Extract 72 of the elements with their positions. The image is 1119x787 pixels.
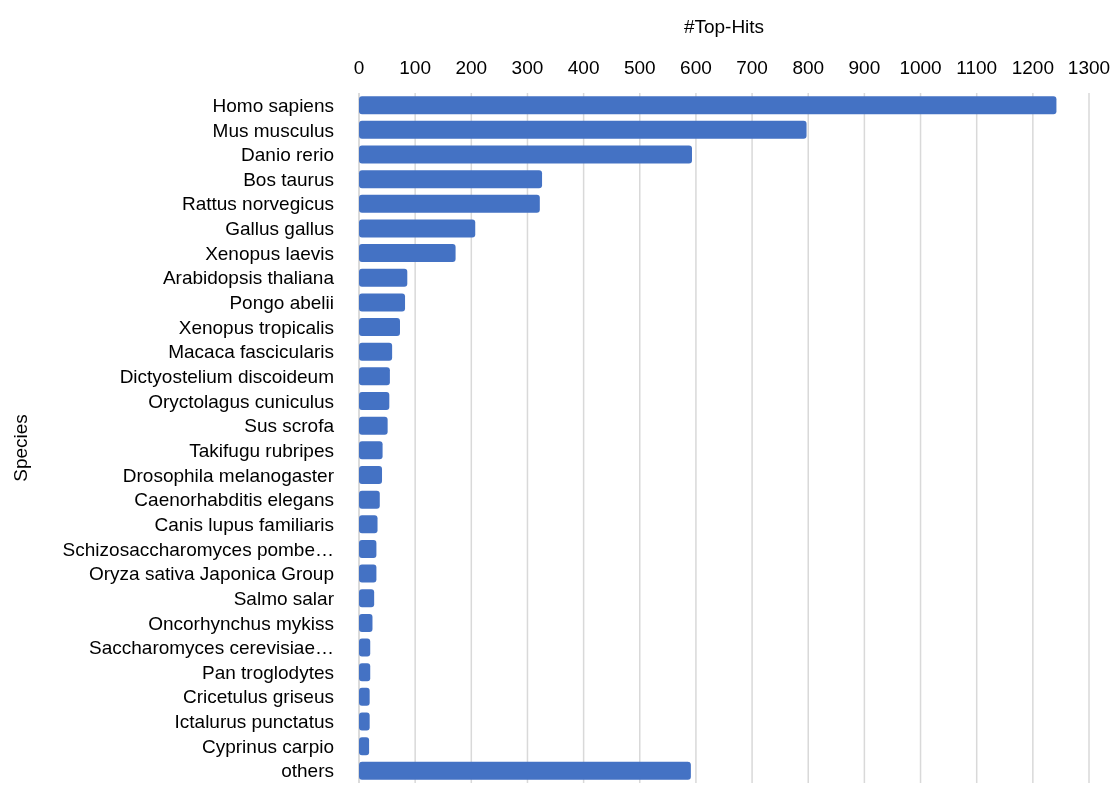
bar — [359, 416, 388, 435]
x-tick-label: 1100 — [956, 57, 998, 78]
bar — [359, 219, 476, 238]
x-tick-label: 1200 — [1011, 57, 1054, 78]
y-tick-label: Xenopus laevis — [205, 242, 334, 264]
y-tick-label: Salmo salar — [233, 587, 335, 609]
y-tick-label: Drosophila melanogaster — [122, 464, 335, 486]
y-tick-label: Caenorhabditis elegans — [134, 489, 334, 511]
x-tick-label: 0 — [353, 57, 365, 78]
bar — [359, 737, 370, 756]
bar — [359, 145, 692, 164]
x-tick-label: 200 — [455, 57, 488, 78]
x-tick-label: 800 — [792, 57, 825, 78]
y-tick-label: Cyprinus carpio — [202, 735, 334, 757]
x-tick-label: 500 — [623, 57, 656, 78]
y-tick-label: Schizosaccharomyces pombe… — [62, 538, 334, 560]
y-tick-label: Bos taurus — [243, 168, 334, 190]
bar — [359, 170, 543, 189]
y-tick-label: Ictalurus punctatus — [174, 711, 334, 733]
x-tick-label: 400 — [567, 57, 600, 78]
bar — [359, 318, 400, 337]
y-tick-label: Homo sapiens — [212, 94, 334, 116]
bar — [359, 293, 406, 312]
y-tick-label: Mus musculus — [212, 119, 334, 141]
y-tick-label: Takifugu rubripes — [189, 439, 334, 461]
bar — [359, 367, 390, 386]
y-tick-label: Oncorhynchus mykiss — [148, 612, 334, 634]
bar — [359, 490, 380, 509]
y-tick-label: Dictyostelium discoideum — [119, 366, 334, 388]
bar — [359, 687, 370, 706]
y-tick-label: Danio rerio — [241, 144, 334, 166]
y-tick-label: Arabidopsis thaliana — [162, 267, 335, 289]
y-tick-label: Canis lupus familiaris — [154, 513, 334, 535]
bar — [359, 268, 408, 287]
x-tick-label: 1300 — [1067, 57, 1111, 78]
bar — [359, 392, 390, 411]
bar — [359, 761, 691, 780]
y-tick-label: Oryza sativa Japonica Group — [88, 563, 334, 585]
x-axis-title: #Top-Hits — [683, 16, 765, 37]
x-tick-label: 1000 — [899, 57, 942, 78]
x-tick-label: 700 — [736, 57, 768, 78]
x-tick-label: 900 — [848, 57, 881, 78]
y-axis-title: Species — [10, 414, 31, 482]
bar — [359, 120, 807, 139]
bar — [359, 194, 540, 213]
y-tick-label: Gallus gallus — [225, 218, 334, 240]
bar — [359, 539, 377, 558]
bar — [359, 613, 373, 632]
y-tick-label: Pongo abelii — [229, 292, 334, 314]
x-tick-label: 600 — [680, 57, 712, 78]
x-tick-label: 100 — [399, 57, 432, 78]
bar — [359, 564, 377, 583]
bar — [359, 515, 378, 534]
y-tick-label: Saccharomyces cerevisiae… — [89, 637, 334, 659]
bar — [359, 441, 383, 460]
bar — [359, 465, 383, 484]
y-tick-label: Sus scrofa — [244, 415, 335, 437]
bar — [359, 638, 371, 657]
bar — [359, 342, 393, 361]
x-tick-label: 300 — [511, 57, 544, 78]
y-tick-label: others — [281, 760, 334, 782]
bar — [359, 244, 456, 263]
bar — [359, 589, 375, 608]
y-tick-label: Macaca fascicularis — [168, 341, 334, 363]
y-tick-label: Pan troglodytes — [201, 661, 334, 683]
y-tick-label: Rattus norvegicus — [181, 193, 334, 215]
y-tick-label: Xenopus tropicalis — [178, 316, 334, 338]
bar — [359, 712, 370, 731]
bar — [359, 663, 371, 682]
y-tick-label: Oryctolagus cuniculus — [148, 390, 334, 412]
bar — [359, 96, 1057, 115]
y-tick-label: Cricetulus griseus — [183, 686, 334, 708]
